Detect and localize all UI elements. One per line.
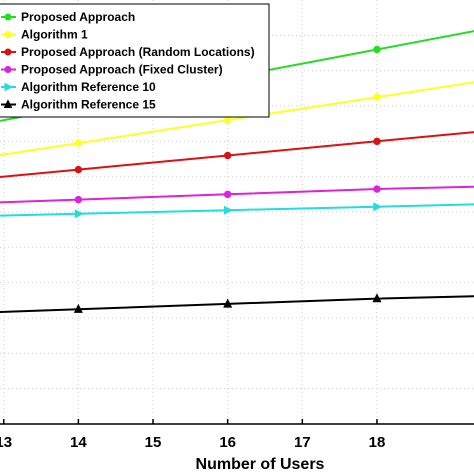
series-proposed-approach-fixed-cluster xyxy=(0,185,474,204)
legend-box xyxy=(0,3,270,118)
data-point xyxy=(223,298,233,308)
legend-item: Algorithm Reference 10 xyxy=(1,80,156,94)
legend-item: Proposed Approach xyxy=(1,10,135,24)
legend: Proposed Approach Algorithm 1 Proposed App… xyxy=(0,3,270,118)
data-point xyxy=(73,303,83,313)
legend-item: Proposed Approach (Fixed Cluster) xyxy=(1,63,223,77)
series-algorithm-reference-10 xyxy=(0,202,474,219)
x-tick-label: 18 xyxy=(369,434,386,451)
x-tick-label: 16 xyxy=(219,434,236,451)
data-point xyxy=(373,202,383,212)
data-point xyxy=(373,185,381,193)
x-axis-label: Number of Users xyxy=(196,456,325,473)
legend-label: Algorithm Reference 10 xyxy=(21,80,156,94)
data-point xyxy=(74,209,84,219)
data-point xyxy=(372,293,382,303)
x-tick-group: 13 14 15 16 17 18 xyxy=(0,419,385,451)
legend-item: Proposed Approach (Random Locations) xyxy=(1,45,255,59)
legend-item: Algorithm 1 xyxy=(1,28,88,42)
data-point xyxy=(4,66,12,73)
legend-label: Algorithm Reference 15 xyxy=(21,98,156,112)
legend-label: Proposed Approach (Random Locations) xyxy=(21,45,255,59)
data-point xyxy=(223,190,232,199)
x-tick-label: 15 xyxy=(145,434,162,451)
data-point xyxy=(4,31,12,38)
series-proposed-approach-random-locations xyxy=(0,131,474,179)
data-point xyxy=(74,139,83,147)
legend-label: Algorithm 1 xyxy=(21,28,88,42)
data-point xyxy=(4,48,12,56)
data-point xyxy=(373,93,381,101)
data-point xyxy=(373,137,381,146)
data-point xyxy=(74,165,83,174)
x-tick-label: 13 xyxy=(0,434,12,451)
data-point xyxy=(4,13,12,21)
x-tick-label: 17 xyxy=(294,434,311,451)
legend-label: Proposed Approach (Fixed Cluster) xyxy=(21,63,223,77)
data-point xyxy=(74,195,83,204)
data-point xyxy=(223,205,233,215)
data-point xyxy=(373,45,381,54)
data-point xyxy=(223,151,232,160)
legend-item: Algorithm Reference 15 xyxy=(1,98,156,112)
series-algorithm-reference-15 xyxy=(0,293,474,313)
data-point xyxy=(4,82,14,92)
legend-label: Proposed Approach xyxy=(21,10,135,24)
data-point xyxy=(3,99,13,108)
data-point xyxy=(223,116,232,124)
x-tick-label: 14 xyxy=(70,434,87,451)
series-algorithm-1 xyxy=(0,81,474,157)
